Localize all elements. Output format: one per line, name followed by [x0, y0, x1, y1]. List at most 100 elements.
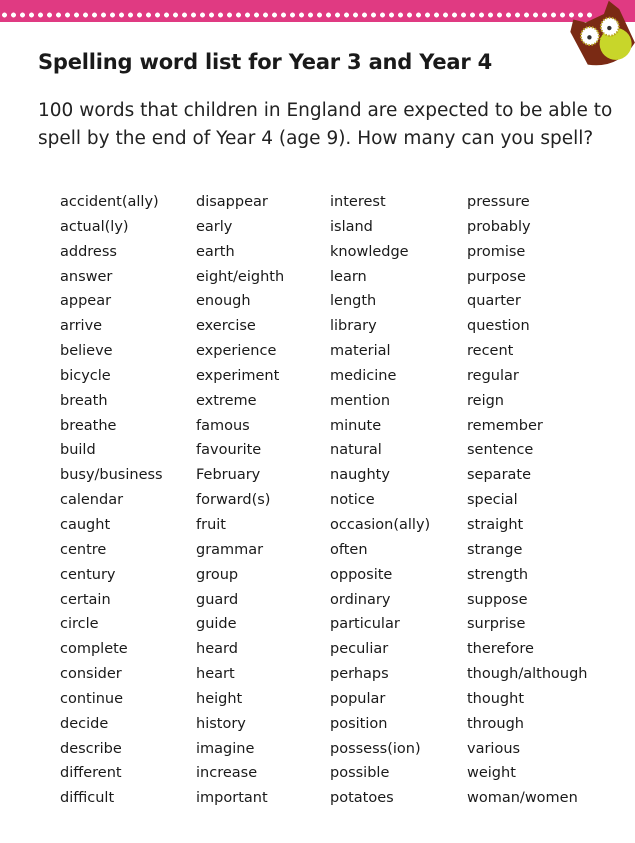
word-item: heart [196, 666, 235, 683]
word-item: regular [467, 367, 519, 384]
word-item: ordinary [330, 591, 391, 608]
word-item: mention [330, 392, 391, 409]
word-item: straight [467, 516, 524, 533]
word-item: remember [467, 417, 543, 434]
word-item: history [196, 715, 246, 732]
word-item: minute [330, 417, 382, 434]
word-item: purpose [467, 268, 526, 285]
word-item: actual(ly) [60, 218, 129, 235]
word-item: heard [196, 641, 238, 658]
owl-icon [570, 0, 635, 66]
word-item: enough [196, 293, 251, 310]
word-item: through [467, 715, 524, 732]
word-item: woman/women [467, 790, 578, 807]
word-item: sentence [467, 442, 534, 459]
word-item: group [196, 566, 239, 583]
word-item: calendar [60, 492, 124, 509]
word-item: library [330, 318, 377, 335]
word-item: earth [196, 243, 235, 260]
word-item: different [60, 765, 122, 782]
word-item: describe [60, 740, 122, 757]
word-item: eight/eighth [196, 268, 285, 285]
word-item: opposite [330, 566, 393, 583]
word-item: strange [467, 541, 523, 558]
word-item: address [60, 243, 117, 260]
word-item: learn [330, 268, 367, 285]
word-item: busy/business [60, 467, 163, 484]
word-item: important [196, 790, 268, 807]
word-item: difficult [60, 790, 115, 807]
word-item: surprise [467, 616, 526, 633]
word-item: quarter [467, 293, 521, 310]
word-item: guide [196, 616, 237, 633]
banner-dots [0, 12, 595, 18]
word-item: believe [60, 343, 113, 360]
word-item: continue [60, 690, 124, 707]
word-item: reign [467, 392, 504, 409]
word-item: possess(ion) [330, 740, 421, 757]
word-item: accident(ally) [60, 194, 159, 210]
word-item: medicine [330, 367, 397, 384]
page-subtitle: 100 words that children in England are e… [38, 100, 613, 149]
word-item: answer [60, 268, 113, 285]
word-item: century [60, 566, 116, 583]
word-item: occasion(ally) [330, 516, 431, 533]
word-item: fruit [196, 516, 226, 533]
word-item: promise [467, 243, 526, 260]
word-item: height [196, 690, 243, 707]
word-item: decide [60, 715, 109, 732]
word-item: experiment [196, 367, 280, 384]
word-item: position [330, 715, 388, 732]
word-item: suppose [467, 591, 528, 608]
word-column-4: pressure probably promise purpose quarter que… [467, 192, 587, 813]
word-item: question [467, 318, 530, 335]
word-item: exercise [196, 318, 256, 335]
word-item: imagine [196, 740, 255, 757]
word-item: early [196, 218, 233, 235]
word-item: guard [196, 591, 239, 608]
word-item: possible [330, 765, 390, 782]
word-item: centre [60, 541, 107, 558]
word-item: particular [330, 616, 400, 633]
word-item: consider [60, 666, 122, 683]
word-item: famous [196, 417, 250, 434]
word-item: special [467, 492, 518, 509]
word-item: naughty [330, 467, 390, 484]
word-item: arrive [60, 318, 103, 335]
word-item: caught [60, 516, 111, 533]
word-column-2: disappear early earth eight/eighth enough exe… [196, 192, 284, 813]
word-column-3: interest island knowledge learn length librar… [330, 192, 430, 813]
word-item: favourite [196, 442, 262, 459]
word-item: island [330, 218, 373, 235]
word-item: pressure [467, 194, 530, 210]
word-item: strength [467, 566, 529, 583]
word-item: appear [60, 293, 112, 310]
word-item: length [330, 293, 377, 310]
word-item: interest [330, 194, 386, 210]
word-item: increase [196, 765, 258, 782]
word-item: recent [467, 343, 514, 360]
word-item: extreme [196, 392, 257, 409]
word-item: potatoes [330, 790, 394, 807]
word-item: notice [330, 492, 375, 509]
word-item: natural [330, 442, 382, 459]
word-item: separate [467, 467, 532, 484]
word-item: certain [60, 591, 111, 608]
word-item: forward(s) [196, 492, 271, 509]
page-title: Spelling word list for Year 3 and Year 4 [38, 50, 493, 74]
word-item: popular [330, 690, 386, 707]
word-item: breathe [60, 417, 117, 434]
word-item: peculiar [330, 641, 389, 658]
word-item: probably [467, 218, 531, 235]
word-item: complete [60, 641, 128, 658]
word-item: grammar [196, 541, 264, 558]
word-item: breath [60, 392, 108, 409]
word-item: experience [196, 343, 277, 360]
word-item: February [196, 467, 261, 484]
word-item: disappear [196, 194, 268, 210]
word-item: weight [467, 765, 516, 782]
word-item: various [467, 740, 521, 757]
word-item: circle [60, 616, 99, 633]
top-banner [0, 0, 635, 22]
word-item: though/although [467, 666, 588, 683]
